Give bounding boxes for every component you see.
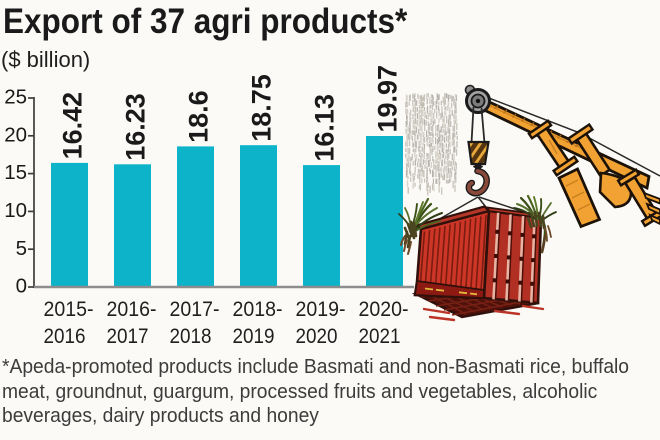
- svg-text:20: 20: [4, 123, 27, 146]
- svg-text:10: 10: [4, 199, 27, 222]
- svg-text:2019-: 2019-: [296, 298, 346, 321]
- svg-text:18.75: 18.75: [246, 74, 276, 142]
- svg-text:19.97: 19.97: [372, 65, 402, 133]
- svg-text:15: 15: [4, 161, 27, 184]
- svg-text:2020-: 2020-: [359, 298, 409, 321]
- svg-text:2019: 2019: [233, 325, 275, 348]
- svg-text:16.13: 16.13: [309, 94, 339, 162]
- svg-text:2018-: 2018-: [233, 298, 283, 321]
- svg-text:18.6: 18.6: [183, 90, 213, 143]
- svg-text:2020: 2020: [296, 325, 338, 348]
- svg-text:2017: 2017: [107, 325, 149, 348]
- svg-text:2016: 2016: [44, 325, 86, 348]
- svg-text:2017-: 2017-: [170, 298, 220, 321]
- svg-text:5: 5: [16, 237, 27, 260]
- svg-text:0: 0: [16, 275, 27, 298]
- svg-text:2018: 2018: [170, 325, 212, 348]
- svg-text:2015-: 2015-: [44, 298, 94, 321]
- svg-text:16.42: 16.42: [57, 92, 87, 160]
- svg-text:16.23: 16.23: [120, 93, 150, 161]
- svg-text:25: 25: [4, 86, 27, 109]
- svg-text:2021: 2021: [359, 325, 401, 348]
- svg-text:2016-: 2016-: [107, 298, 157, 321]
